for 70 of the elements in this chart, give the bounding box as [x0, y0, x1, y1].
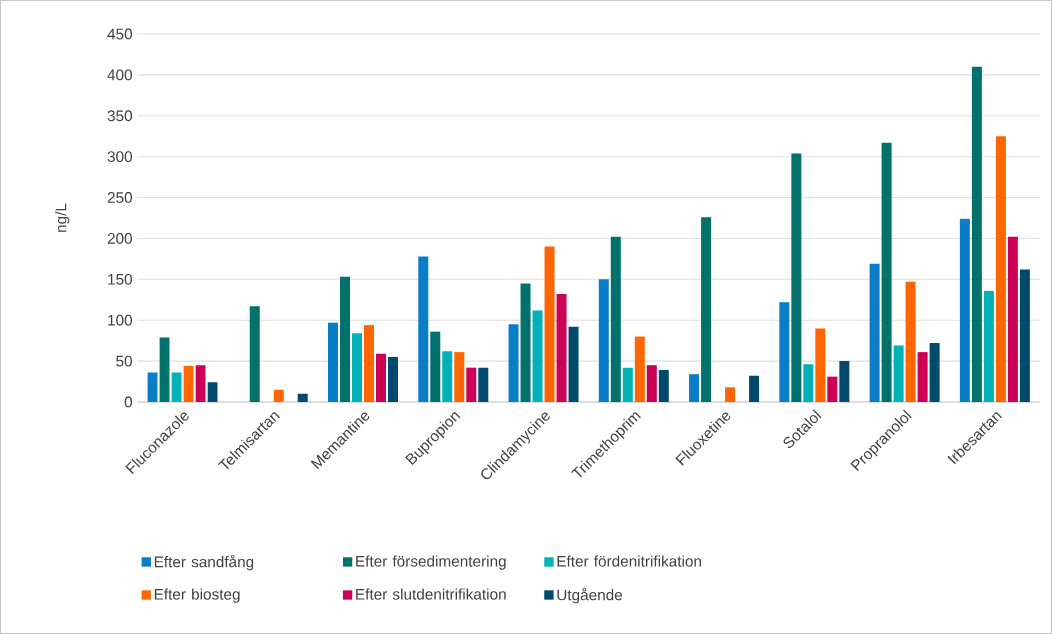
bar: [466, 367, 477, 402]
bar: [454, 352, 465, 402]
y-tick-label: 250: [107, 192, 133, 203]
legend-label: Utgående: [557, 587, 623, 604]
bar: [159, 337, 170, 402]
bar: [273, 389, 284, 402]
y-tick-label: 450: [107, 28, 133, 40]
bar: [388, 357, 399, 402]
bar: [556, 294, 567, 402]
bar: [971, 66, 982, 402]
bar: [1019, 269, 1030, 402]
bar: [430, 331, 441, 402]
y-tick-label: 300: [107, 151, 133, 163]
bar: [917, 352, 928, 402]
bar: [340, 276, 351, 402]
y-tick-label: 50: [116, 355, 133, 367]
bar: [442, 351, 453, 402]
bar: [1007, 236, 1018, 402]
bar: [749, 375, 760, 402]
bar: [803, 364, 814, 402]
bar: [815, 328, 826, 402]
bar: [598, 279, 609, 402]
bar: [827, 376, 838, 402]
bar: [532, 310, 543, 402]
bar: [195, 365, 206, 402]
bar: [779, 302, 790, 402]
bar: [376, 353, 387, 402]
bar: [881, 142, 892, 402]
bar: [568, 326, 579, 402]
bar: [869, 263, 880, 402]
y-tick-label: 150: [108, 273, 133, 285]
y-tick-label: 400: [107, 69, 133, 81]
bar: [893, 345, 904, 402]
bar: [610, 236, 621, 402]
bar: [658, 370, 669, 402]
bar: [352, 333, 363, 402]
y-tick-label: 350: [107, 110, 133, 122]
bar: [418, 256, 429, 402]
bar: [478, 367, 489, 402]
bar: [983, 290, 994, 402]
y-tick-label: 200: [107, 233, 133, 244]
bar: [634, 336, 645, 402]
bar: [646, 365, 657, 402]
y-axis-title: ng/L: [55, 203, 70, 232]
bar: [959, 218, 970, 402]
y-tick-label: 0: [124, 396, 133, 408]
bar: [544, 246, 555, 402]
bar: [995, 136, 1006, 402]
bar: [839, 361, 850, 402]
legend-label: Efter biosteg: [154, 588, 240, 603]
bar: [297, 393, 308, 402]
bar: [791, 153, 802, 402]
y-tick-label: 100: [108, 314, 133, 326]
bar: [183, 366, 194, 402]
bar: [508, 324, 519, 402]
bar: [701, 217, 712, 402]
legend-label: Efter slutdenitrifikation: [356, 588, 506, 600]
bar: [689, 374, 700, 402]
bar: [249, 306, 260, 402]
bar: [207, 382, 218, 402]
bar: [905, 281, 916, 402]
bar: [328, 322, 339, 402]
bar: [622, 367, 633, 402]
bar: [725, 387, 736, 402]
bar: [364, 325, 375, 402]
legend-label: Efter fördenitrifikation: [557, 555, 701, 567]
bar: [520, 283, 531, 402]
bar: [929, 343, 940, 402]
legend-label: Efter försedimentering: [356, 555, 506, 570]
legend-label: Efter sandfång: [154, 554, 254, 571]
